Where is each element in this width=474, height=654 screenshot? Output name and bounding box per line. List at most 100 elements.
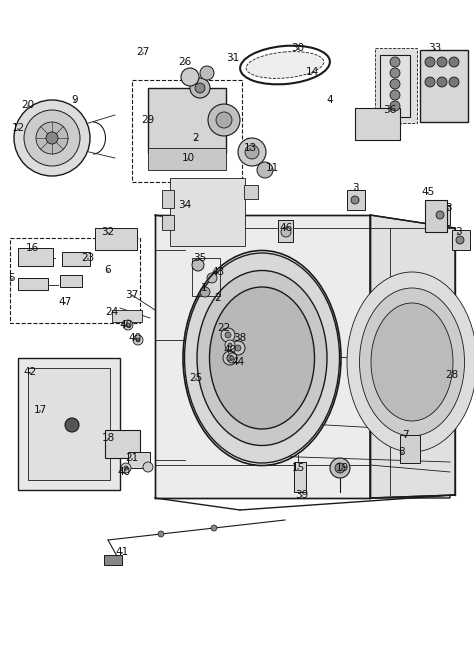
Circle shape bbox=[449, 57, 459, 67]
Polygon shape bbox=[370, 215, 455, 498]
Circle shape bbox=[188, 158, 189, 160]
Text: 27: 27 bbox=[137, 47, 150, 57]
Text: 8: 8 bbox=[399, 447, 405, 457]
Text: 3: 3 bbox=[352, 183, 358, 193]
Polygon shape bbox=[18, 358, 120, 490]
Bar bbox=[148, 88, 226, 153]
Text: 41: 41 bbox=[115, 547, 128, 557]
Bar bbox=[128, 452, 150, 468]
Text: 40: 40 bbox=[128, 333, 142, 343]
Circle shape bbox=[158, 531, 164, 537]
Circle shape bbox=[233, 58, 234, 60]
Bar bbox=[355, 108, 400, 140]
Circle shape bbox=[425, 77, 435, 87]
Text: 31: 31 bbox=[227, 53, 240, 63]
Bar bbox=[10, 238, 140, 323]
Bar bbox=[420, 50, 468, 122]
Text: 42: 42 bbox=[23, 367, 36, 377]
Text: 34: 34 bbox=[178, 200, 191, 210]
Polygon shape bbox=[238, 215, 450, 498]
Ellipse shape bbox=[347, 272, 474, 452]
Bar bbox=[192, 258, 220, 296]
Bar bbox=[18, 278, 48, 290]
Bar bbox=[400, 435, 420, 463]
Ellipse shape bbox=[359, 288, 465, 436]
Circle shape bbox=[390, 57, 400, 67]
Bar bbox=[28, 368, 110, 480]
Text: 25: 25 bbox=[190, 373, 202, 383]
Circle shape bbox=[237, 362, 238, 364]
Text: 22: 22 bbox=[218, 323, 231, 333]
Circle shape bbox=[249, 148, 250, 150]
Text: 5: 5 bbox=[9, 273, 15, 283]
Text: 7: 7 bbox=[401, 430, 408, 440]
Circle shape bbox=[200, 66, 214, 80]
Text: 18: 18 bbox=[101, 433, 115, 443]
Bar bbox=[162, 215, 174, 230]
Circle shape bbox=[245, 145, 259, 159]
Circle shape bbox=[203, 288, 204, 290]
Circle shape bbox=[14, 100, 90, 176]
Circle shape bbox=[425, 57, 435, 67]
Bar bbox=[132, 80, 242, 182]
Bar bbox=[60, 275, 82, 287]
Circle shape bbox=[143, 52, 144, 54]
Circle shape bbox=[285, 228, 286, 230]
Circle shape bbox=[257, 162, 273, 178]
Circle shape bbox=[351, 196, 359, 204]
Circle shape bbox=[184, 205, 185, 207]
Text: 36: 36 bbox=[383, 105, 397, 115]
Circle shape bbox=[218, 298, 219, 300]
Text: 12: 12 bbox=[11, 123, 25, 133]
Circle shape bbox=[65, 418, 79, 432]
Circle shape bbox=[121, 463, 131, 473]
Circle shape bbox=[452, 375, 453, 377]
Text: 40: 40 bbox=[119, 320, 133, 330]
Circle shape bbox=[390, 101, 400, 111]
Circle shape bbox=[46, 132, 58, 144]
Text: 21: 21 bbox=[126, 453, 138, 463]
Circle shape bbox=[200, 287, 210, 297]
Circle shape bbox=[227, 355, 233, 361]
Circle shape bbox=[192, 259, 204, 271]
Circle shape bbox=[390, 68, 400, 78]
Text: 33: 33 bbox=[428, 43, 442, 53]
Circle shape bbox=[124, 466, 128, 470]
Circle shape bbox=[335, 463, 345, 473]
Circle shape bbox=[211, 525, 217, 531]
Text: 28: 28 bbox=[446, 370, 459, 380]
Text: 45: 45 bbox=[421, 187, 435, 197]
Circle shape bbox=[390, 79, 400, 89]
Circle shape bbox=[228, 343, 232, 347]
Text: 39: 39 bbox=[295, 490, 309, 500]
Circle shape bbox=[208, 104, 240, 136]
Circle shape bbox=[216, 112, 232, 128]
Bar bbox=[425, 200, 447, 232]
Text: 11: 11 bbox=[265, 163, 279, 173]
Text: 19: 19 bbox=[336, 463, 348, 473]
Circle shape bbox=[181, 68, 199, 86]
Circle shape bbox=[36, 122, 68, 154]
Circle shape bbox=[235, 345, 241, 351]
Text: 3: 3 bbox=[445, 203, 451, 213]
Text: 2: 2 bbox=[193, 133, 199, 143]
Bar bbox=[105, 430, 140, 458]
Circle shape bbox=[225, 332, 231, 338]
Circle shape bbox=[225, 340, 235, 350]
Text: 46: 46 bbox=[279, 223, 292, 233]
Text: 26: 26 bbox=[178, 57, 191, 67]
Circle shape bbox=[200, 258, 201, 260]
Bar bbox=[452, 230, 470, 250]
Bar bbox=[347, 190, 365, 210]
Circle shape bbox=[227, 353, 237, 363]
Circle shape bbox=[195, 83, 205, 93]
Text: 4: 4 bbox=[327, 95, 333, 105]
Circle shape bbox=[190, 78, 210, 98]
Bar bbox=[18, 248, 53, 266]
Bar bbox=[170, 178, 245, 246]
Circle shape bbox=[298, 48, 299, 50]
Text: 24: 24 bbox=[105, 307, 118, 317]
Bar bbox=[375, 48, 417, 123]
Circle shape bbox=[27, 105, 28, 107]
Text: 40: 40 bbox=[118, 467, 130, 477]
